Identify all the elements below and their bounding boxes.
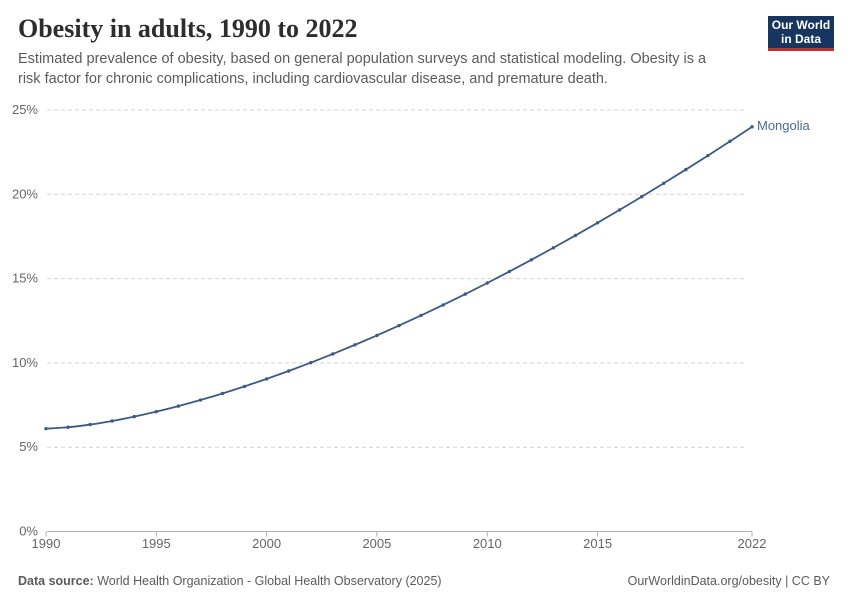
svg-text:5%: 5%: [19, 439, 38, 454]
svg-text:1995: 1995: [142, 536, 171, 551]
svg-text:1990: 1990: [32, 536, 61, 551]
svg-text:2015: 2015: [583, 536, 612, 551]
svg-text:2000: 2000: [252, 536, 281, 551]
svg-text:Mongolia: Mongolia: [757, 118, 811, 133]
svg-text:2005: 2005: [362, 536, 391, 551]
svg-text:25%: 25%: [12, 102, 38, 117]
svg-text:2010: 2010: [473, 536, 502, 551]
svg-text:20%: 20%: [12, 186, 38, 201]
svg-text:15%: 15%: [12, 271, 38, 286]
svg-text:2022: 2022: [738, 536, 767, 551]
svg-text:10%: 10%: [12, 355, 38, 370]
